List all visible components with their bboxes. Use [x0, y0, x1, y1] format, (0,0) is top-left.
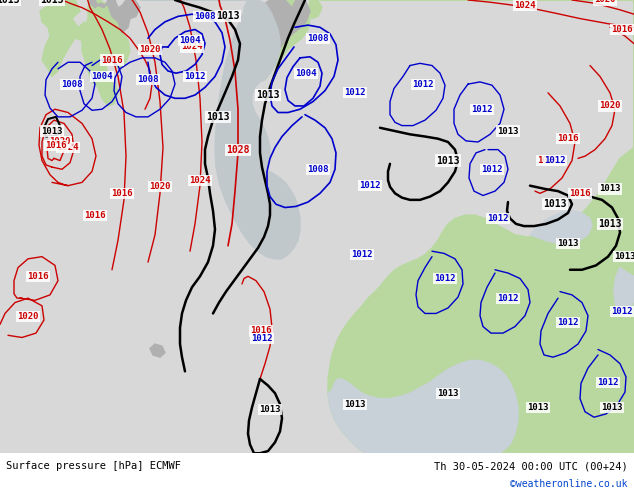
Polygon shape	[308, 0, 322, 19]
Text: 1024: 1024	[181, 43, 203, 51]
Text: 1013: 1013	[598, 219, 622, 229]
Text: 1004: 1004	[295, 69, 317, 78]
Polygon shape	[242, 0, 310, 80]
Text: 1012: 1012	[351, 250, 373, 259]
Polygon shape	[320, 0, 634, 453]
Text: 1012: 1012	[412, 79, 434, 89]
Polygon shape	[40, 0, 90, 76]
Text: 1028: 1028	[226, 145, 250, 155]
Text: 1016: 1016	[101, 55, 123, 65]
Text: 1016: 1016	[111, 189, 133, 198]
Text: 1012: 1012	[434, 274, 456, 283]
Text: 1016: 1016	[84, 211, 106, 220]
Text: 1012: 1012	[544, 156, 566, 165]
Text: 1013: 1013	[527, 403, 549, 412]
Text: 1016: 1016	[250, 326, 272, 336]
Text: Th 30-05-2024 00:00 UTC (00+24): Th 30-05-2024 00:00 UTC (00+24)	[434, 461, 628, 471]
Text: 1020: 1020	[139, 45, 161, 53]
Text: 1013: 1013	[344, 400, 366, 409]
Polygon shape	[244, 0, 310, 66]
Polygon shape	[140, 0, 300, 259]
Text: 1012: 1012	[597, 378, 619, 387]
Text: 1013: 1013	[614, 252, 634, 261]
Text: 1012: 1012	[488, 214, 508, 223]
Text: 1012: 1012	[557, 318, 579, 327]
Text: 1004: 1004	[179, 36, 201, 45]
Text: 1012: 1012	[471, 105, 493, 114]
Text: 1020: 1020	[49, 138, 71, 147]
Text: 1012: 1012	[497, 294, 519, 303]
Text: 1020: 1020	[594, 0, 616, 4]
Text: 1008: 1008	[307, 34, 329, 43]
Text: 1008: 1008	[61, 79, 83, 89]
Text: 1012: 1012	[344, 88, 366, 98]
Polygon shape	[82, 0, 130, 106]
Text: 1013: 1013	[41, 126, 63, 136]
Text: 1013: 1013	[216, 11, 240, 22]
Text: 1012: 1012	[251, 334, 273, 343]
Text: 1020: 1020	[17, 312, 39, 321]
Text: 1013: 1013	[259, 405, 281, 414]
Text: Surface pressure [hPa] ECMWF: Surface pressure [hPa] ECMWF	[6, 461, 181, 471]
Text: 1020: 1020	[149, 182, 171, 191]
Text: 1024: 1024	[57, 143, 79, 152]
Text: 1012: 1012	[359, 181, 381, 190]
Text: 1013: 1013	[599, 184, 621, 194]
Text: 1016: 1016	[45, 141, 67, 150]
Text: 1013: 1013	[40, 0, 64, 5]
Text: 1008: 1008	[194, 12, 216, 21]
Text: 1013: 1013	[601, 403, 623, 412]
Text: 1020: 1020	[537, 156, 559, 165]
Text: 1008: 1008	[307, 165, 329, 174]
Text: 1012: 1012	[611, 307, 633, 316]
Text: 1012: 1012	[481, 165, 503, 174]
Text: 1013: 1013	[497, 126, 519, 136]
Polygon shape	[150, 344, 165, 357]
Text: 1024: 1024	[514, 1, 536, 10]
Text: 1013: 1013	[0, 0, 20, 5]
Polygon shape	[328, 361, 518, 453]
Text: 1024: 1024	[190, 176, 210, 185]
Polygon shape	[90, 0, 140, 33]
Text: 1013: 1013	[543, 199, 567, 209]
Text: ©weatheronline.co.uk: ©weatheronline.co.uk	[510, 480, 628, 490]
Text: 1016: 1016	[611, 25, 633, 34]
Polygon shape	[530, 211, 592, 244]
Text: 1016: 1016	[557, 134, 579, 143]
Text: 1012: 1012	[184, 72, 206, 81]
Text: 1016: 1016	[569, 189, 591, 198]
Text: 1008: 1008	[137, 75, 158, 84]
Text: 1016: 1016	[27, 272, 49, 281]
Text: 1013: 1013	[256, 90, 280, 100]
Text: 1020: 1020	[599, 101, 621, 110]
Text: 1013: 1013	[436, 155, 460, 166]
Text: 1013: 1013	[557, 239, 579, 248]
Text: 1013: 1013	[206, 112, 230, 122]
Text: 1013: 1013	[437, 389, 459, 398]
Polygon shape	[614, 268, 634, 317]
Text: 1004: 1004	[91, 72, 113, 81]
